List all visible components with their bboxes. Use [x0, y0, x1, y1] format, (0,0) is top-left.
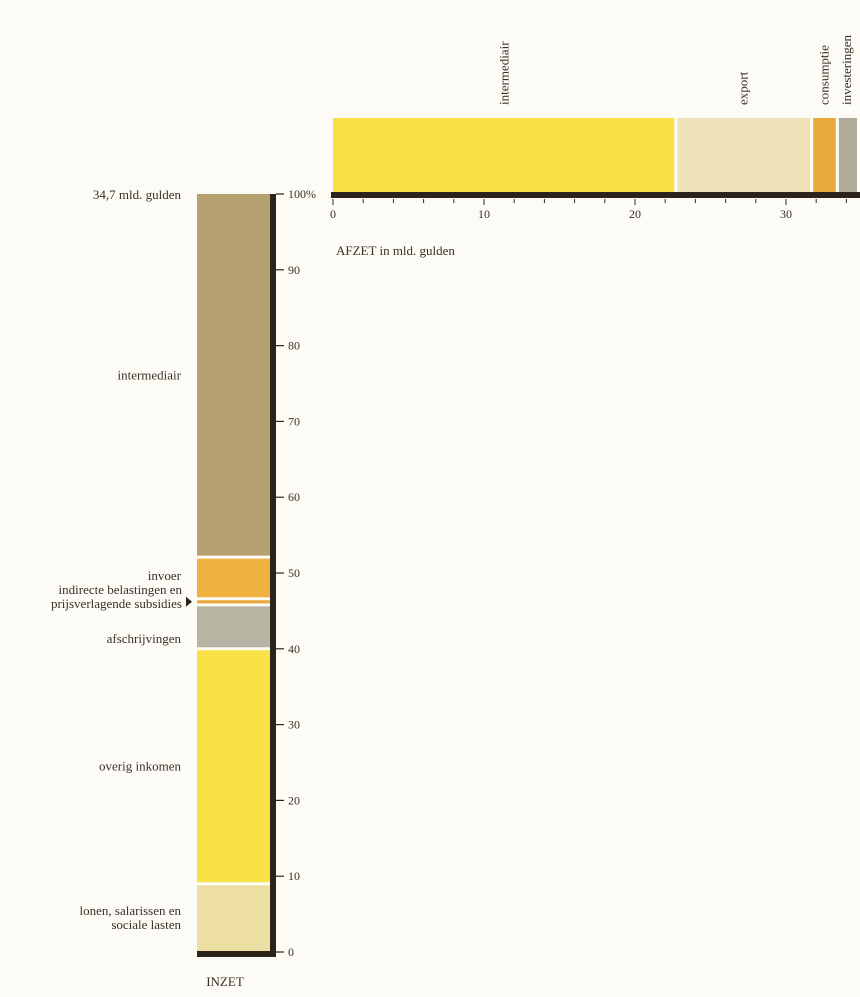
afzet-label-intermediair: intermediair	[496, 41, 511, 105]
afzet-label-consumptie: consumptie	[817, 45, 832, 105]
inzet-tick-label: 100%	[288, 187, 316, 201]
inzet-tick-label: 40	[288, 642, 300, 656]
inzet-tick-label: 90	[288, 263, 300, 277]
inzet-tick-label: 30	[288, 718, 300, 732]
inzet-segment-invoer	[197, 557, 273, 599]
afzet-tick-label: 10	[478, 207, 490, 221]
inzet-segment-afschrijvingen	[197, 604, 273, 649]
inzet-tick-label: 50	[288, 566, 300, 580]
inzet-tick-label: 10	[288, 869, 300, 883]
afzet-tick-label: 30	[780, 207, 792, 221]
inzet-baseline	[197, 951, 275, 957]
inzet-total-label: 34,7 mld. gulden	[93, 187, 182, 202]
inzet-tick-label: 60	[288, 490, 300, 504]
inzet-label-indirecte-belastingen-en-prijsverlagende-subsidies: indirecte belastingen en prijsverlagende …	[51, 582, 183, 611]
inzet-label-intermediair: intermediair	[117, 368, 181, 383]
inzet-tick-label: 80	[288, 339, 300, 353]
afzet-axis	[331, 192, 860, 198]
afzet-segment-intermediair	[333, 118, 676, 193]
inzet-tick-label: 70	[288, 414, 300, 428]
inzet-tick-label: 20	[288, 793, 300, 807]
inzet-chart: 0 10 20 30 40 50 60 70 80 90 100% 34,7 mld. gulden l…	[51, 187, 316, 989]
inzet-segment-overig-inkomen	[197, 648, 273, 884]
inzet-segment-lonen-salarissen-en-sociale-lasten	[197, 883, 273, 952]
inzet-segment-indirecte-belastingen-en-prijsverlagende-subsidies	[197, 598, 273, 605]
inzet-label-afschrijvingen: afschrijvingen	[107, 631, 182, 646]
afzet-segment-consumptie	[811, 118, 838, 193]
inzet-tick-label: 0	[288, 945, 294, 959]
afzet-axis-title: AFZET in mld. gulden	[336, 243, 455, 258]
inzet-axis	[270, 194, 276, 957]
afzet-tick-label: 0	[330, 207, 336, 221]
afzet-chart: intermediair export consumptie investeringe…	[330, 34, 860, 258]
pointer-arrow-icon	[186, 596, 192, 607]
inzet-label-overig-inkomen: overig inkomen	[99, 758, 181, 773]
inzet-axis-title: INZET	[206, 974, 244, 989]
afzet-tick-label: 20	[629, 207, 641, 221]
afzet-label-investeringen: investeringen	[839, 34, 854, 105]
afzet-segment-investeringen	[837, 118, 857, 193]
afzet-label-export: export	[736, 71, 751, 105]
inzet-label-invoer: invoer	[148, 568, 182, 583]
afzet-segment-export	[675, 118, 812, 193]
inzet-label-lonen-salarissen-en-sociale-lasten: lonen, salarissen en sociale lasten	[80, 903, 182, 932]
inzet-segment-intermediair	[197, 194, 273, 558]
